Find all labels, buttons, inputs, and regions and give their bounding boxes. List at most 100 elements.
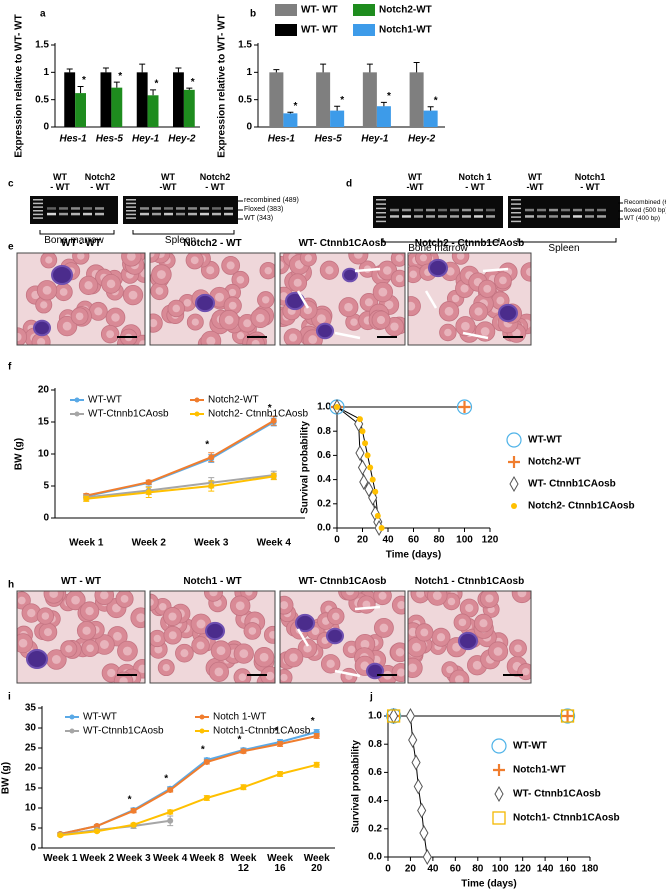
- ladder-band: [33, 210, 43, 212]
- marker: [386, 709, 401, 723]
- point: [277, 771, 284, 777]
- gel-band: [59, 207, 68, 210]
- y-tick-label: 0.0: [317, 523, 331, 534]
- point: [240, 784, 247, 791]
- y-tick-label: 0.6: [317, 450, 331, 461]
- marker: [509, 475, 519, 493]
- point: [203, 795, 210, 801]
- white-cell: [26, 649, 48, 669]
- gel-band: [549, 215, 558, 218]
- red-cell-center: [265, 671, 275, 681]
- white-cell: [366, 662, 384, 680]
- point: [208, 483, 215, 489]
- gel-band: [525, 208, 534, 212]
- y-tick-label: 5: [43, 481, 49, 492]
- band-label: Recombined (600 bp): [624, 199, 666, 206]
- x-tick-label: Week 12: [230, 853, 257, 874]
- point: [313, 733, 320, 739]
- legend-dot: [74, 411, 80, 417]
- legend-swatch: [275, 24, 297, 36]
- micrograph-title: Notch2 - Ctnnb1CAosb: [414, 238, 525, 249]
- legend-dot: [199, 714, 205, 720]
- ladder-band: [511, 216, 521, 218]
- x-tick-label: Week 16: [267, 853, 294, 874]
- series-line: [60, 735, 317, 835]
- gel-band: [83, 212, 92, 216]
- red-cell-center: [289, 333, 298, 342]
- ladder-band: [126, 199, 136, 201]
- legend-label: WT-WT: [528, 435, 562, 446]
- gel-band: [450, 215, 459, 218]
- micrograph: [280, 253, 405, 345]
- red-cell-center: [215, 292, 225, 302]
- error-bar: [366, 63, 373, 73]
- marker: [334, 404, 340, 410]
- legend-label: WT-Ctnnb1CAosb: [88, 409, 169, 420]
- red-cell-center: [235, 601, 245, 611]
- y-tick-label: 0.4: [368, 795, 382, 806]
- gel-band: [176, 207, 185, 210]
- marker: [411, 754, 421, 771]
- gel-band: [71, 207, 80, 210]
- gel-band: [438, 215, 447, 218]
- x-tick-label: 120: [482, 535, 499, 546]
- ladder-band: [126, 206, 136, 208]
- micrograph-title: Notch1 - Ctnnb1CAosb: [414, 576, 525, 587]
- red-cell-center: [41, 612, 50, 620]
- series-line: [86, 419, 275, 497]
- red-cell-center: [17, 332, 22, 342]
- legend-label: Notch1-WT: [379, 25, 432, 36]
- gel-column-label: Notch2 - WT: [84, 172, 116, 192]
- red-cell-center: [256, 313, 265, 323]
- red-cell-center: [408, 663, 417, 673]
- red-cell-center: [183, 299, 192, 307]
- marker: [413, 778, 423, 795]
- red-cell-center: [353, 253, 363, 259]
- red-cell-center: [345, 591, 355, 596]
- panel-letter: c: [8, 179, 14, 190]
- significance: *: [237, 735, 241, 746]
- gel-band: [414, 208, 423, 212]
- ladder-band: [511, 220, 521, 223]
- bar: [111, 87, 123, 127]
- marker: [357, 459, 368, 476]
- red-cell-center: [304, 254, 312, 262]
- y-axis-title: BW (g): [1, 762, 12, 794]
- red-cell-center: [280, 261, 285, 270]
- gel-band: [486, 215, 495, 218]
- x-tick-label: 80: [472, 864, 484, 875]
- white-cell: [326, 627, 344, 645]
- red-cell-center: [71, 595, 80, 605]
- marker: [492, 811, 506, 825]
- gel-band: [525, 215, 534, 218]
- significance: *: [155, 78, 159, 89]
- red-cell-center: [226, 261, 235, 270]
- red-cell-center: [100, 591, 109, 600]
- tissue-bracket: [517, 238, 617, 243]
- marker: [458, 401, 471, 413]
- x-tick-label: Week 3: [194, 538, 229, 549]
- tissue-label: Spleen: [164, 235, 197, 246]
- gel-band: [176, 212, 185, 216]
- ladder-band: [126, 202, 136, 205]
- x-tick-label: 60: [450, 864, 462, 875]
- band-label: recombined (489): [244, 197, 299, 204]
- legend-label: Notch2-WT: [528, 457, 581, 468]
- x-tick-label: Hey-1: [361, 134, 389, 145]
- y-tick-label: 0.2: [317, 498, 331, 509]
- red-cell-center: [106, 330, 115, 339]
- ladder-band: [33, 206, 43, 208]
- gel-column-label: WT -WT: [159, 172, 177, 192]
- ladder-band: [376, 203, 386, 205]
- micrograph-title: WT - WT: [61, 238, 101, 249]
- gel-band: [486, 208, 495, 212]
- red-cell-center: [162, 663, 170, 672]
- error-bar: [320, 63, 327, 73]
- point: [208, 454, 215, 461]
- red-cell-center: [395, 648, 405, 657]
- band-label: Floxed (383): [244, 206, 284, 213]
- red-cell-center: [49, 591, 59, 598]
- gel-band: [474, 215, 483, 218]
- panel-letter: d: [346, 179, 352, 190]
- legend-label: Notch1-Ctnnb1CAosb: [213, 726, 311, 737]
